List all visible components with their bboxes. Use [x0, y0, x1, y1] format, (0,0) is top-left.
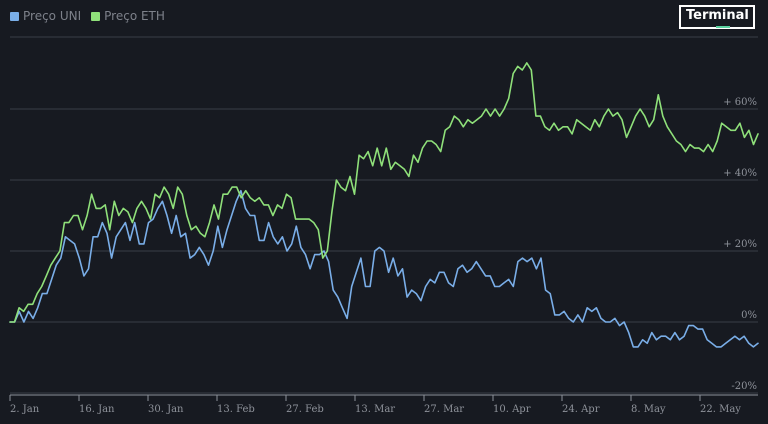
series-line-uni — [9, 189, 759, 348]
x-tick-label: 16. Jan — [79, 404, 115, 415]
x-axis: 2. Jan 16. Jan 30. Jan 13. Feb 27. Feb 13. Ma… — [9, 394, 758, 415]
y-tick-label: 0% — [741, 310, 757, 321]
x-tick-label: 13. Feb — [217, 404, 255, 415]
x-tick-label: 27. Mar — [424, 404, 464, 415]
x-tick-label: 30. Jan — [148, 404, 184, 415]
series-line-eth — [9, 62, 759, 323]
x-tick-label: 8. May — [631, 404, 666, 415]
y-tick-label: + 40% — [723, 168, 757, 179]
y-tick-label: + 60% — [723, 97, 757, 108]
y-tick-label: -20% — [731, 381, 757, 392]
y-axis-ticks: + 60% + 40% + 20% 0% -20% — [723, 97, 757, 392]
x-tick-label: 22. May — [700, 404, 741, 415]
legend-swatch-uni — [10, 11, 19, 21]
brand-logo-accent — [716, 26, 730, 28]
legend-swatch-eth — [91, 11, 101, 21]
brand-logo: Terminal — [679, 5, 755, 29]
y-tick-label: + 20% — [723, 239, 757, 250]
legend: Preço UNI Preço ETH — [10, 9, 165, 23]
gridlines — [10, 36, 758, 394]
legend-item-uni[interactable]: Preço UNI — [10, 9, 81, 23]
x-tick-label: 24. Apr — [562, 404, 600, 415]
legend-item-eth[interactable]: Preço ETH — [91, 9, 165, 23]
series-lines — [9, 62, 759, 348]
x-tick-label: 27. Feb — [286, 404, 324, 415]
x-tick-label: 10. Apr — [493, 404, 531, 415]
legend-label-eth: Preço ETH — [104, 9, 165, 23]
x-tick-label: 2. Jan — [10, 404, 40, 415]
x-tick-label: 13. Mar — [355, 404, 395, 415]
legend-label-uni: Preço UNI — [23, 9, 82, 23]
